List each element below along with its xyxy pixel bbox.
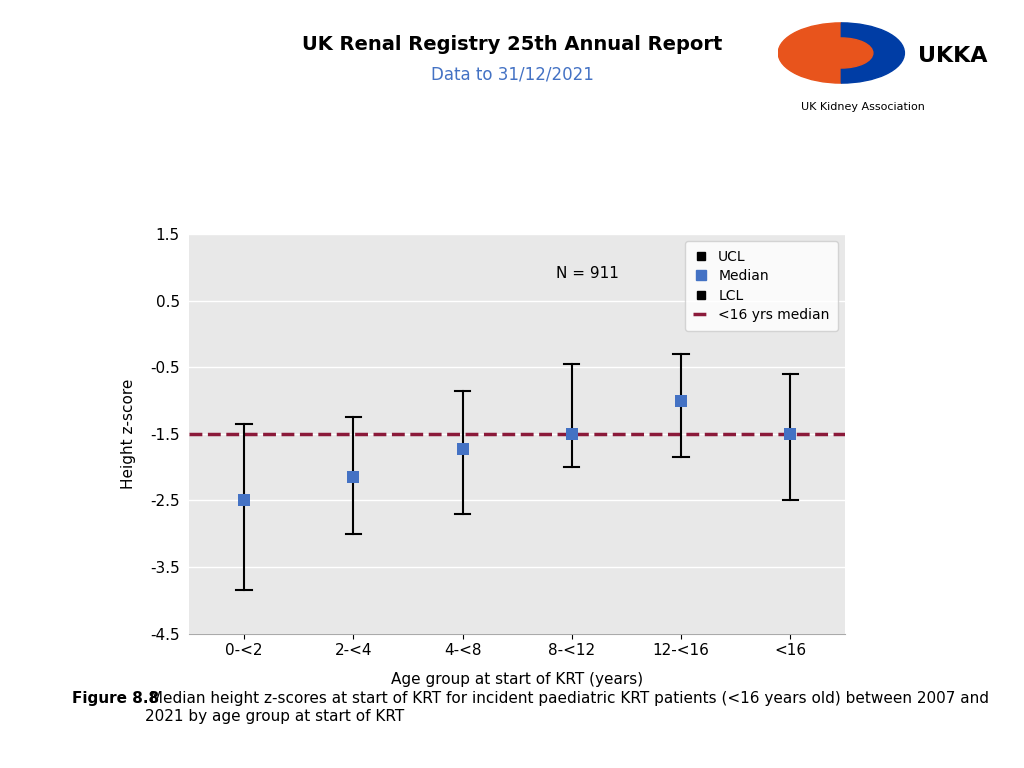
Text: UK Kidney Association: UK Kidney Association	[801, 101, 925, 112]
Legend: UCL, Median, LCL, <16 yrs median: UCL, Median, LCL, <16 yrs median	[685, 241, 838, 330]
Point	[782, 428, 799, 440]
Text: Median height z-scores at start of KRT for incident paediatric KRT patients (<16: Median height z-scores at start of KRT f…	[145, 691, 989, 723]
Point	[345, 471, 361, 483]
Text: N = 911: N = 911	[556, 266, 620, 281]
Point	[236, 495, 252, 507]
Text: Data to 31/12/2021: Data to 31/12/2021	[430, 65, 594, 83]
Point	[563, 428, 580, 440]
Y-axis label: Height z-score: Height z-score	[121, 379, 136, 489]
Point	[673, 395, 689, 407]
Wedge shape	[778, 23, 842, 83]
Text: Figure 8.8: Figure 8.8	[72, 691, 159, 707]
Circle shape	[810, 38, 872, 68]
Text: UK Renal Registry 25th Annual Report: UK Renal Registry 25th Annual Report	[302, 35, 722, 54]
Wedge shape	[842, 23, 904, 83]
X-axis label: Age group at start of KRT (years): Age group at start of KRT (years)	[391, 672, 643, 687]
Point	[455, 442, 471, 455]
Text: UKKA: UKKA	[918, 46, 987, 66]
